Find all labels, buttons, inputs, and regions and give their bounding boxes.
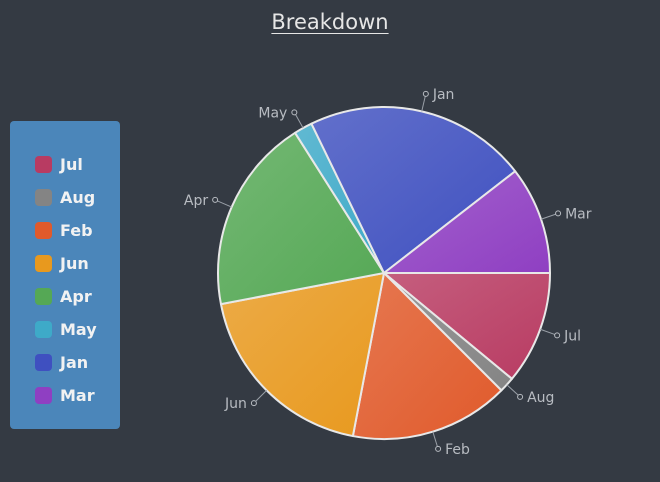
slice-label-mar: Mar (565, 206, 592, 222)
pie-slice-apr[interactable] (217, 131, 385, 306)
legend-item-mar[interactable]: Mar (10, 379, 120, 412)
legend-label: Mar (60, 386, 95, 405)
legend-item-jun[interactable]: Jun (10, 247, 120, 280)
legend-label: Aug (60, 188, 96, 207)
legend-swatch (35, 321, 52, 338)
slice-label-jul: Jul (563, 328, 581, 344)
pie-slice-mar[interactable] (383, 170, 551, 274)
legend-swatch (35, 156, 52, 173)
slice-label-aug: Aug (527, 390, 554, 406)
slice-label-jan: Jan (432, 87, 455, 103)
legend-item-may[interactable]: May (10, 313, 120, 346)
legend-item-feb[interactable]: Feb (10, 214, 120, 247)
callout-dot (554, 332, 561, 339)
slice-label-apr: Apr (184, 193, 208, 209)
callout-dot (517, 393, 524, 400)
slice-label-feb: Feb (445, 442, 470, 458)
pie-slice-jun[interactable] (219, 272, 385, 438)
callout-dot (422, 90, 429, 97)
pie-slice-jul[interactable] (383, 272, 551, 380)
chart-legend: Jul Aug Feb Jun Apr May Jan Mar (10, 121, 120, 429)
legend-swatch (35, 288, 52, 305)
legend-item-apr[interactable]: Apr (10, 280, 120, 313)
callout-line (540, 212, 559, 220)
legend-item-jan[interactable]: Jan (10, 346, 120, 379)
legend-label: Apr (60, 287, 92, 306)
callout-dot (435, 445, 442, 452)
callout-line (421, 93, 427, 112)
legend-label: Jun (60, 254, 89, 273)
callout-dot (212, 196, 219, 203)
callout-dot (250, 400, 257, 407)
legend-swatch (35, 222, 52, 239)
legend-label: Jan (60, 353, 89, 372)
legend-label: Jul (60, 155, 83, 174)
legend-swatch (35, 387, 52, 404)
legend-item-jul[interactable]: Jul (10, 148, 120, 181)
callout-dot (555, 210, 562, 217)
callout-line (214, 199, 232, 208)
legend-swatch (35, 354, 52, 371)
callout-dot (291, 109, 298, 116)
legend-swatch (35, 189, 52, 206)
callout-line (293, 112, 304, 129)
slice-label-jun: Jun (224, 396, 247, 412)
legend-label: May (60, 320, 97, 339)
legend-item-aug[interactable]: Aug (10, 181, 120, 214)
slice-label-may: May (258, 105, 287, 121)
legend-label: Feb (60, 221, 93, 240)
legend-swatch (35, 255, 52, 272)
chart-title: Breakdown (271, 10, 389, 34)
